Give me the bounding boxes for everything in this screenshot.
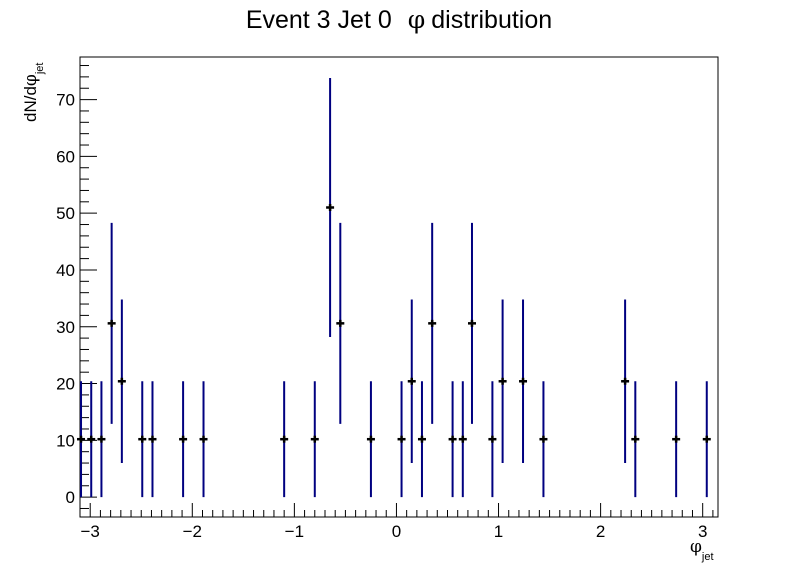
data-point — [336, 319, 345, 327]
data-markers — [77, 203, 711, 443]
x-tick-label: −1 — [285, 522, 304, 541]
data-point — [448, 435, 457, 443]
x-tick-label: 2 — [596, 522, 605, 541]
y-label-subscript: jet — [34, 63, 46, 76]
data-point — [539, 435, 548, 443]
data-point — [366, 435, 375, 443]
data-point — [428, 319, 437, 327]
data-point — [631, 435, 640, 443]
x-tick-label: 1 — [494, 522, 503, 541]
x-tick-label: −3 — [81, 522, 100, 541]
data-point — [117, 377, 126, 385]
title-suffix: distribution — [431, 6, 552, 34]
y-tick-label: 20 — [56, 375, 75, 394]
y-tick-label: 50 — [56, 204, 75, 223]
data-point — [77, 435, 86, 443]
y-tick-label: 60 — [56, 147, 75, 166]
data-point — [702, 435, 711, 443]
x-tick-label: −2 — [183, 522, 202, 541]
error-bars — [80, 78, 708, 498]
data-point — [672, 435, 681, 443]
data-point — [397, 435, 406, 443]
y-label-symbol: φ — [21, 74, 41, 86]
data-point — [488, 435, 497, 443]
data-point — [498, 377, 507, 385]
data-point — [326, 203, 335, 211]
x-axis-label: φjet — [690, 537, 714, 563]
data-point — [407, 377, 416, 385]
data-point — [417, 435, 426, 443]
y-tick-label: 10 — [56, 431, 75, 450]
data-point — [87, 435, 96, 443]
x-label-symbol: φ — [690, 537, 702, 557]
plot-frame — [79, 56, 719, 518]
y-label-prefix: dN/d — [21, 86, 40, 122]
data-point — [107, 319, 116, 327]
data-point — [138, 435, 147, 443]
data-point — [280, 435, 289, 443]
y-tick-label: 0 — [66, 488, 75, 507]
title-main: Event 3 Jet 0 — [246, 6, 392, 34]
data-point — [97, 435, 106, 443]
x-tick-label: 3 — [698, 522, 707, 541]
y-tick-label: 40 — [56, 261, 75, 280]
data-point — [458, 435, 467, 443]
x-tick-label: 0 — [392, 522, 401, 541]
y-axis-label: dN/dφjet — [21, 63, 46, 122]
title-phi-symbol: φ — [408, 5, 426, 34]
x-label-subscript: jet — [701, 551, 714, 563]
chart-title: Event 3 Jet 0 φ distribution — [246, 5, 552, 34]
data-point — [148, 435, 157, 443]
data-point — [310, 435, 319, 443]
data-point — [621, 377, 630, 385]
data-point — [199, 435, 208, 443]
y-tick-label: 30 — [56, 318, 75, 337]
y-tick-label: 70 — [56, 91, 75, 110]
data-point — [519, 377, 528, 385]
data-point — [467, 319, 476, 327]
data-point — [179, 435, 188, 443]
